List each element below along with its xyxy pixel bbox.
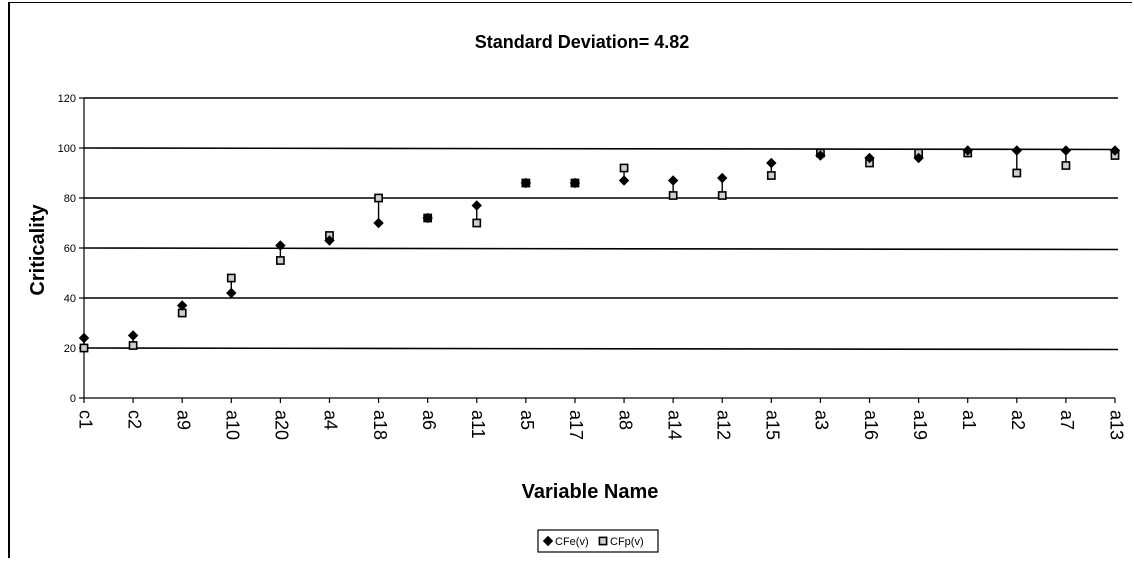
x-tick-label: a17: [566, 410, 586, 440]
point-cfe: [324, 235, 335, 246]
point-cfe: [275, 240, 286, 251]
gridline: [83, 347, 1119, 351]
point-cfe: [471, 200, 482, 211]
x-tick-label: a6: [419, 410, 439, 430]
point-cfe: [176, 300, 188, 311]
gridline: [83, 147, 1119, 151]
point-cfe: [1060, 145, 1072, 156]
point-cfp: [717, 191, 727, 200]
chart-title: Standard Deviation= 4.82: [475, 32, 690, 52]
x-tick-labels: c1 c2 a9 a10 a20 a4 a18 a6 a11 a5 a17 a8 a14 a12 a15 a3…: [75, 410, 1126, 440]
point-cfe: [667, 175, 679, 186]
point-cfe: [569, 177, 581, 189]
point-cfe: [127, 330, 139, 341]
x-tick-label: a19: [910, 410, 930, 440]
x-tick-label: a8: [615, 410, 635, 430]
point-cfe: [766, 157, 777, 169]
point-cfp: [128, 341, 138, 350]
legend-label-cfe: CFe(v): [555, 536, 589, 548]
point-cfe: [1109, 145, 1121, 156]
y-tick-label: 60: [64, 243, 76, 255]
x-tick-label: a20: [272, 410, 292, 440]
x-tick-label: a10: [223, 410, 243, 440]
point-cfp: [472, 218, 482, 228]
x-tick-label: c1: [75, 410, 95, 429]
x-tick-label: a16: [861, 410, 881, 440]
legend-marker-cfp: [598, 536, 608, 546]
chart-frame: [8, 2, 1132, 558]
point-cfe: [864, 152, 875, 164]
point-cfe: [422, 212, 433, 224]
point-cfe: [913, 152, 924, 164]
x-tick-label: a13: [1106, 410, 1126, 440]
gridlines: [83, 97, 1119, 351]
y-tick-label: 40: [64, 293, 76, 305]
x-tick-label: a18: [370, 410, 390, 440]
x-tick-label: a14: [664, 410, 684, 440]
legend: CFe(v) CFp(v): [537, 529, 659, 553]
x-tick-label: a15: [763, 410, 783, 440]
point-cfe: [520, 177, 532, 189]
legend-marker-cfe: [542, 535, 554, 547]
point-cfe: [815, 150, 826, 161]
point-cfe: [618, 175, 630, 186]
legend-box: [537, 529, 659, 553]
y-tick-labels: 0 20 40 60 80 100 120: [58, 93, 76, 405]
legend-label-cfp: CFp(v): [610, 536, 644, 548]
y-tick-label: 0: [70, 393, 76, 405]
x-tick-label: c2: [124, 410, 144, 429]
point-cfe: [373, 217, 384, 229]
point-cfp: [226, 273, 236, 283]
data-points: [78, 145, 1121, 353]
x-tick-label: a11: [468, 410, 488, 439]
point-cfp: [1012, 168, 1022, 178]
point-cfp: [668, 191, 678, 200]
y-axis-title: Criticality: [27, 204, 49, 296]
point-cfp: [79, 343, 89, 353]
point-cfe: [1011, 145, 1023, 156]
x-tick-label: a4: [321, 410, 341, 430]
x-tick-label: a7: [1057, 410, 1077, 430]
point-cfe: [717, 172, 728, 184]
x-tick-label: a2: [1008, 410, 1028, 430]
x-tick-label: a12: [713, 410, 733, 440]
gridline: [83, 247, 1119, 251]
x-tick-label: a5: [517, 410, 537, 430]
y-tick-label: 120: [58, 93, 76, 105]
y-tick-label: 20: [64, 343, 76, 355]
point-cfe: [226, 287, 237, 299]
point-cfp: [619, 163, 629, 173]
point-cfp: [374, 193, 383, 203]
point-cfp: [1061, 161, 1071, 170]
x-tick-label: a9: [173, 410, 193, 430]
x-tick-label: a1: [959, 410, 979, 430]
y-tick-label: 80: [64, 193, 76, 205]
point-cfe: [962, 145, 973, 156]
axes: [79, 97, 1116, 403]
point-cfp: [766, 171, 776, 180]
point-cfe: [78, 332, 90, 344]
point-cfp: [275, 256, 285, 265]
x-tick-label: a3: [812, 410, 832, 430]
y-tick-label: 100: [58, 143, 76, 155]
x-axis-title: Variable Name: [522, 481, 659, 503]
